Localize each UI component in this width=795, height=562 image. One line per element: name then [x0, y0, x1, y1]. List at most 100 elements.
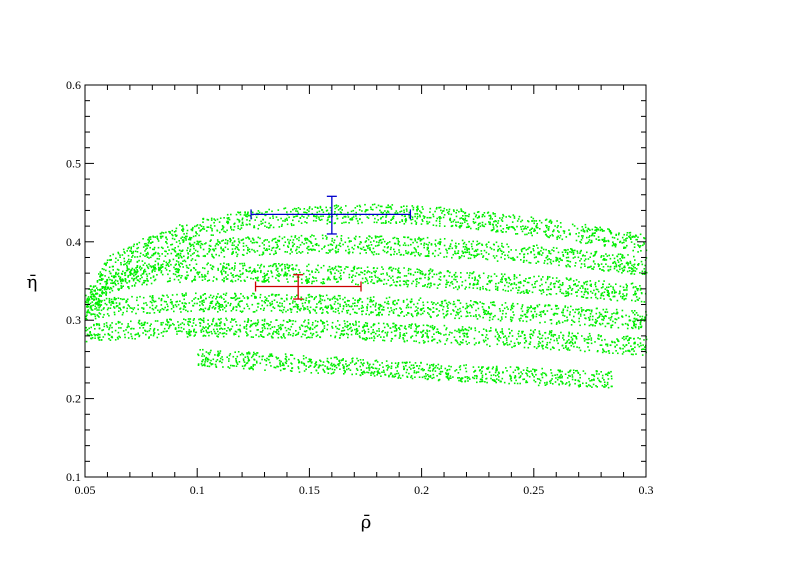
- scatter-point: [254, 251, 256, 253]
- scatter-point: [570, 324, 573, 326]
- scatter-point: [458, 226, 461, 228]
- scatter-point: [179, 323, 182, 326]
- scatter-point: [109, 307, 112, 309]
- scatter-point: [527, 281, 530, 284]
- scatter-point: [443, 275, 445, 278]
- scatter-point: [154, 278, 157, 281]
- scatter-point: [154, 264, 156, 266]
- scatter-point: [133, 327, 135, 330]
- scatter-point: [371, 252, 374, 254]
- scatter-point: [405, 208, 408, 210]
- scatter-point: [633, 350, 635, 352]
- scatter-point: [212, 280, 214, 282]
- scatter-point: [481, 215, 484, 218]
- scatter-point: [164, 267, 167, 269]
- scatter-point: [115, 323, 117, 325]
- scatter-point: [576, 252, 579, 254]
- scatter-point: [575, 291, 577, 294]
- scatter-point: [122, 248, 125, 251]
- scatter-point: [338, 312, 340, 315]
- scatter-point: [314, 243, 317, 246]
- scatter-point: [206, 272, 209, 275]
- scatter-point: [479, 288, 481, 291]
- scatter-point: [603, 230, 605, 232]
- scatter-point: [134, 338, 136, 340]
- scatter-point: [111, 302, 113, 304]
- scatter-point: [279, 274, 282, 276]
- scatter-point: [382, 306, 385, 308]
- scatter-point: [121, 254, 124, 256]
- scatter-point: [204, 243, 206, 245]
- scatter-point: [100, 273, 102, 275]
- scatter-point: [375, 302, 377, 305]
- scatter-point: [117, 272, 120, 275]
- scatter-point: [263, 325, 266, 328]
- scatter-point: [468, 213, 470, 216]
- scatter-point: [521, 248, 524, 250]
- scatter-point: [523, 279, 525, 282]
- scatter-point: [147, 242, 150, 244]
- scatter-point: [168, 280, 170, 282]
- scatter-point: [603, 280, 605, 282]
- scatter-point: [410, 301, 412, 304]
- scatter-point: [455, 224, 457, 226]
- scatter-point: [539, 228, 541, 230]
- scatter-point: [345, 266, 347, 268]
- scatter-point: [561, 259, 563, 262]
- scatter-point: [268, 241, 270, 243]
- scatter-point: [547, 227, 550, 230]
- scatter-point: [219, 263, 222, 265]
- scatter-point: [253, 241, 255, 244]
- scatter-point: [304, 308, 307, 310]
- scatter-point: [452, 287, 455, 289]
- scatter-point: [149, 242, 152, 244]
- scatter-point: [363, 249, 366, 251]
- scatter-point: [406, 210, 408, 212]
- scatter-point: [414, 220, 417, 222]
- scatter-point: [503, 344, 506, 346]
- scatter-point: [424, 216, 426, 218]
- scatter-point: [212, 248, 215, 251]
- scatter-point: [190, 259, 193, 262]
- scatter-point: [376, 214, 379, 217]
- scatter-point: [540, 221, 543, 224]
- scatter-point: [530, 306, 532, 308]
- scatter-point: [382, 222, 385, 224]
- scatter-point: [479, 276, 481, 279]
- scatter-point: [500, 229, 502, 232]
- scatter-point: [589, 241, 592, 244]
- scatter-point: [342, 217, 344, 219]
- scatter-point: [502, 231, 504, 233]
- scatter-point: [383, 246, 386, 248]
- scatter-point: [587, 309, 589, 311]
- scatter-point: [594, 318, 597, 321]
- scatter-point: [264, 327, 266, 330]
- scatter-point: [279, 265, 281, 267]
- scatter-point: [397, 270, 400, 272]
- scatter-point: [98, 309, 100, 311]
- scatter-point: [116, 268, 119, 271]
- scatter-point: [562, 308, 565, 311]
- scatter-point: [531, 315, 534, 317]
- scatter-point: [451, 280, 453, 283]
- scatter-point: [556, 305, 558, 307]
- scatter-point: [464, 215, 467, 217]
- scatter-point: [411, 216, 414, 218]
- scatter-point: [641, 315, 644, 318]
- scatter-point: [595, 312, 598, 315]
- scatter-point: [101, 290, 103, 292]
- scatter-point: [339, 334, 342, 337]
- scatter-point: [114, 282, 116, 285]
- scatter-point: [398, 249, 400, 251]
- scatter-point: [271, 303, 274, 305]
- scatter-point: [629, 231, 632, 234]
- scatter-point: [289, 239, 292, 241]
- scatter-point: [375, 276, 377, 278]
- scatter-point: [109, 286, 112, 289]
- scatter-point: [575, 308, 577, 311]
- scatter-point: [508, 335, 510, 338]
- scatter-point: [615, 318, 618, 321]
- scatter-point: [459, 310, 462, 313]
- scatter-point: [243, 320, 246, 323]
- scatter-point: [333, 239, 336, 241]
